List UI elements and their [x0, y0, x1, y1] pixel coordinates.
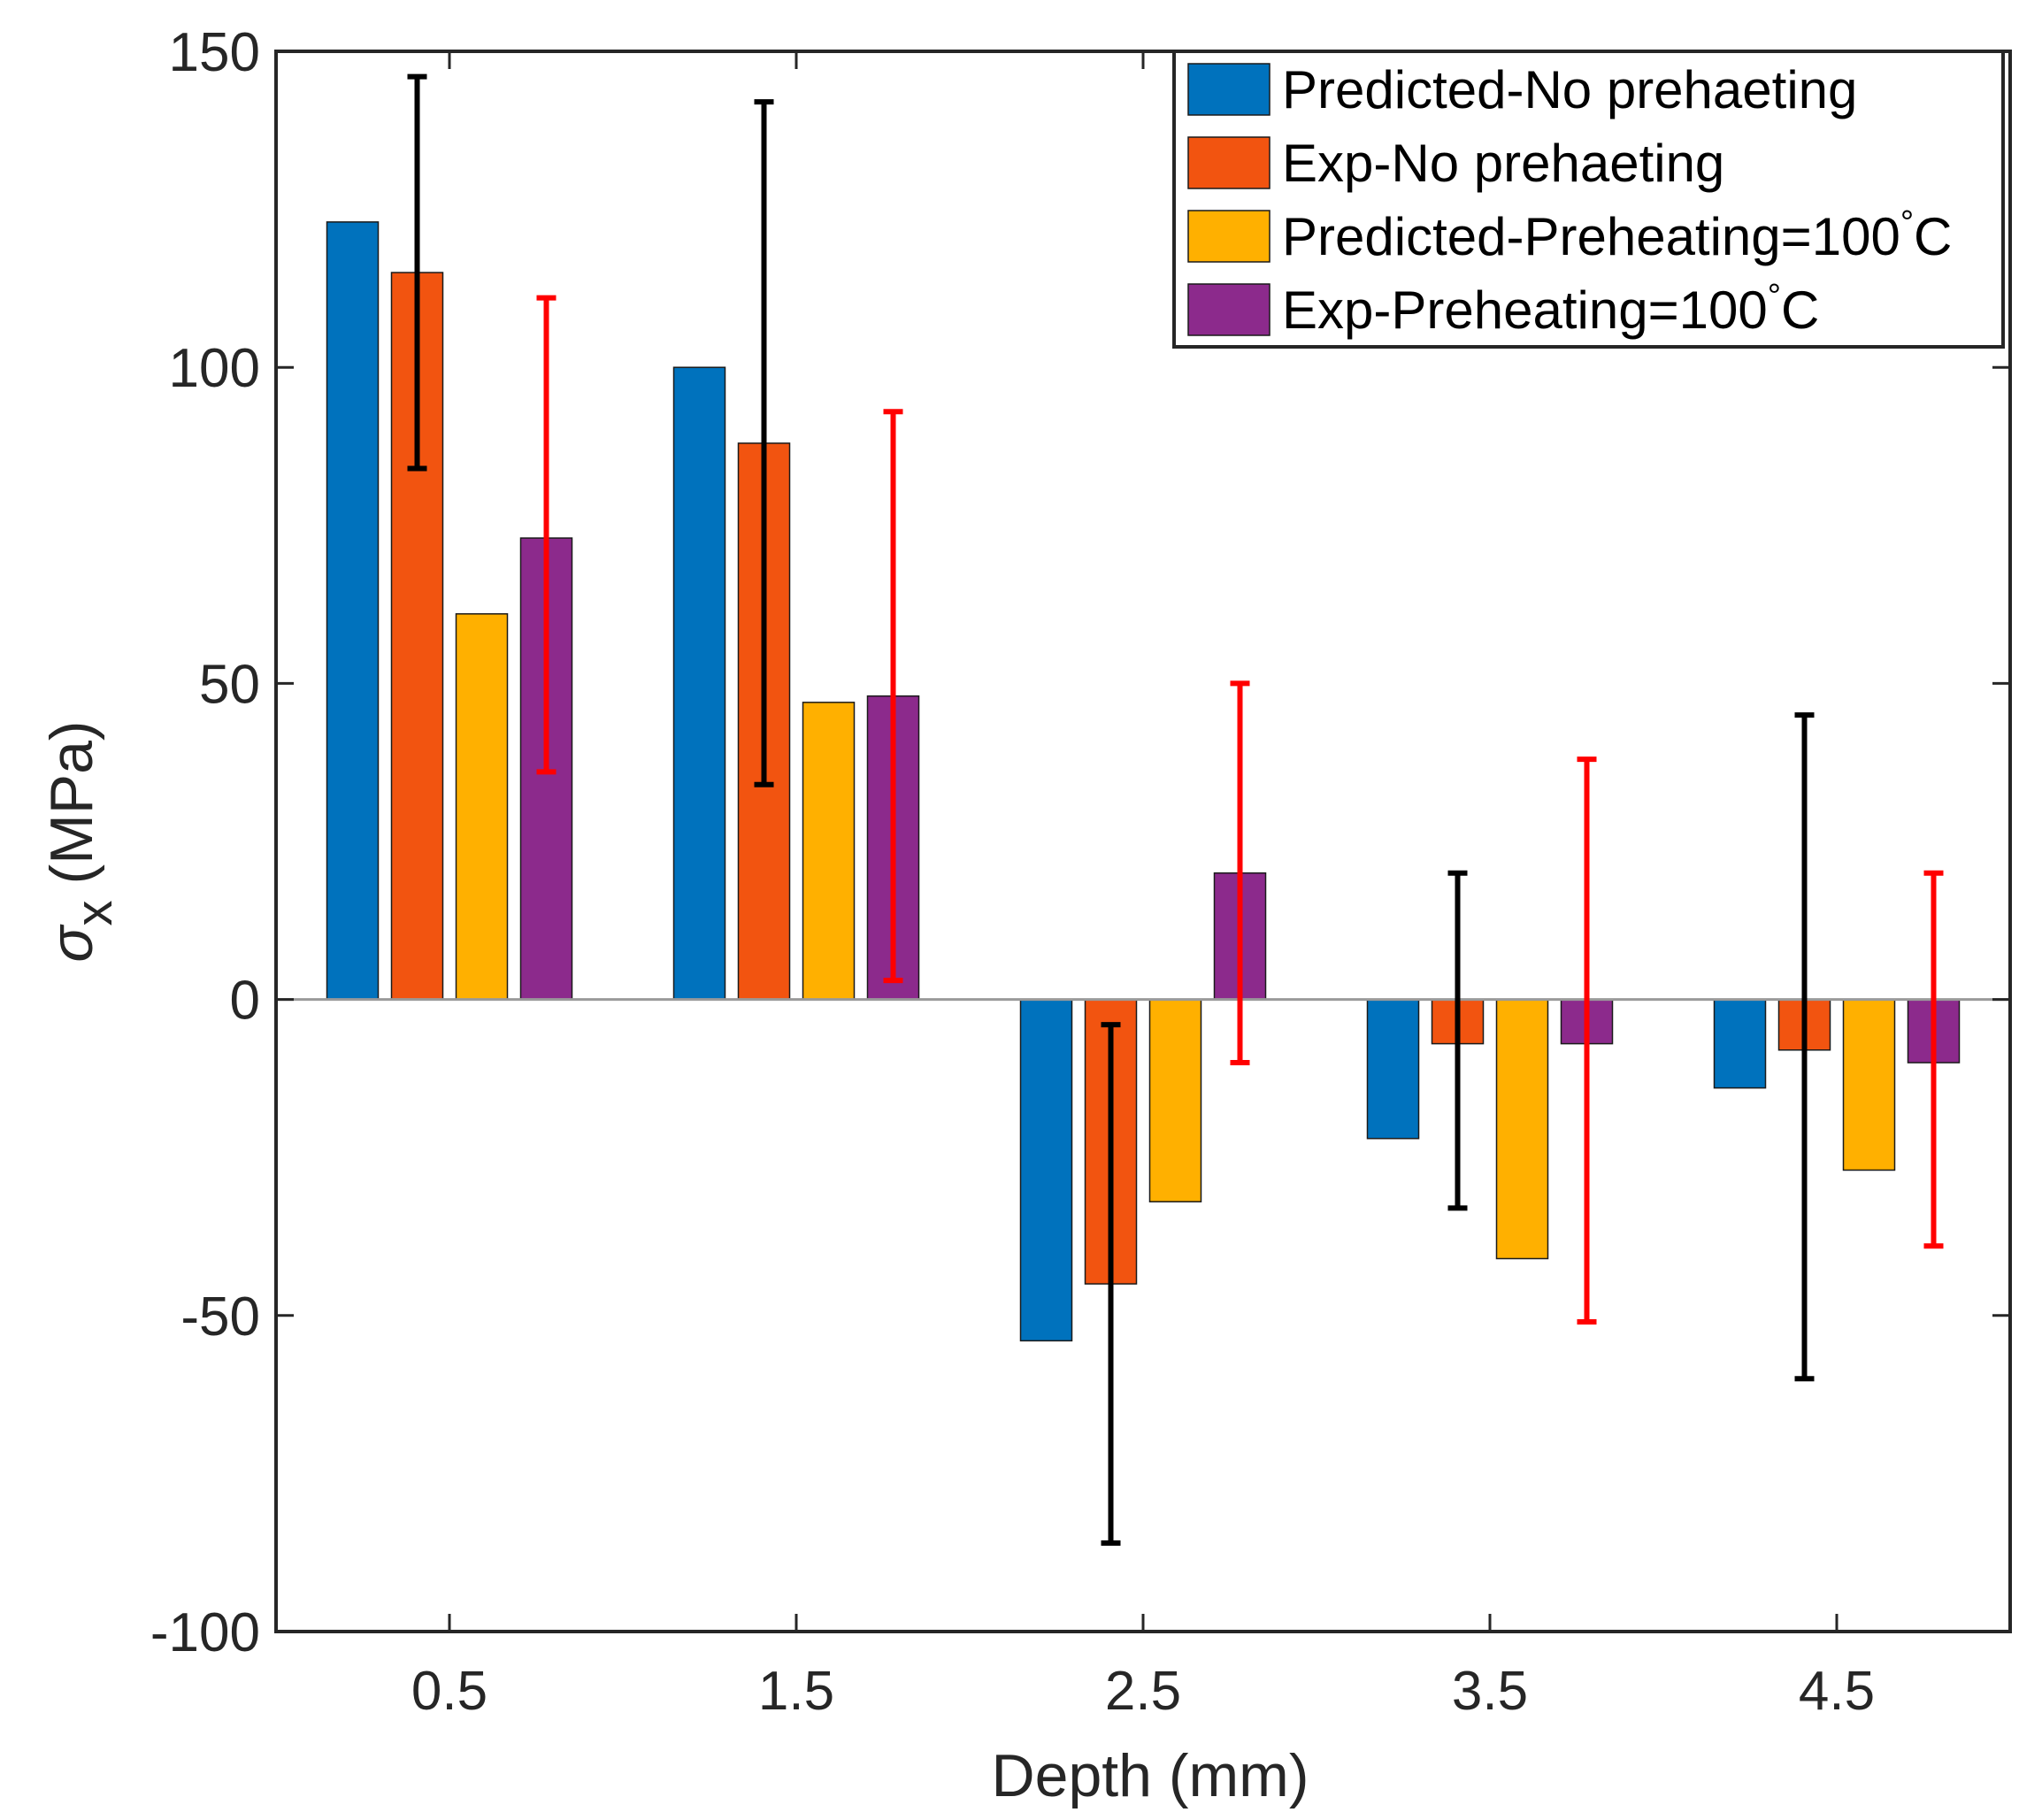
y-tick-label: -100: [150, 1602, 260, 1663]
y-tick-label: 150: [169, 22, 260, 83]
x-tick-label: 4.5: [1799, 1661, 1875, 1722]
legend-swatch-0: [1187, 63, 1270, 116]
legend-swatch-3: [1187, 283, 1270, 336]
errorbars-layer: [407, 73, 1944, 1546]
legend-label-3: Exp-Preheating=100°C: [1282, 278, 1819, 340]
bar-s0-c3: [1366, 998, 1420, 1140]
svg-text:σx(MPa): σx (MPa): [38, 720, 123, 962]
y-axis-title-symbol: σ: [38, 924, 105, 963]
legend-degree-3: °: [1768, 278, 1781, 315]
legend-label-0: Predicted-No prehaeting: [1282, 60, 1857, 119]
y-tick-label: 0: [230, 971, 260, 1032]
x-tick-label: 3.5: [1452, 1661, 1528, 1722]
bar-s0-c1: [672, 366, 726, 1001]
legend-swatch-1: [1187, 136, 1270, 189]
bar-s2-c3: [1495, 998, 1549, 1260]
x-tick-label: 1.5: [758, 1661, 834, 1722]
bar-s0-c2: [1019, 998, 1073, 1342]
bar-s2-c4: [1842, 998, 1896, 1171]
y-tick-label: 100: [169, 338, 260, 399]
x-tick-label: 2.5: [1105, 1661, 1181, 1722]
y-axis-title-unit: (MPa): [38, 720, 105, 884]
legend-suffix-3: C: [1781, 280, 1819, 340]
y-tick-label: 50: [199, 654, 260, 715]
x-axis-title: Depth (mm): [992, 1742, 1309, 1809]
ticks-layer: 150 100 50 0 -50 -100 0.5 1.5 2.5 3.5 4.5: [150, 22, 2010, 1722]
y-axis-title-subscript: x: [65, 901, 123, 926]
legend-suffix-2: C: [1914, 207, 1952, 266]
y-axis-title: σx (MPa): [38, 720, 123, 962]
legend: Predicted-No prehaeting Exp-No prehaeting…: [1172, 50, 2005, 349]
legend-label-1: Exp-No prehaeting: [1282, 134, 1724, 193]
bar-s0-c4: [1713, 998, 1767, 1089]
legend-label-2: Predicted-Preheating=100°C: [1282, 204, 1952, 266]
legend-box: [1172, 50, 2005, 349]
x-tick-label: 0.5: [411, 1661, 487, 1722]
bar-s0-c0: [326, 221, 380, 1001]
bar-s2-c0: [455, 613, 509, 1001]
legend-swatch-2: [1187, 210, 1270, 263]
y-tick-label: -50: [180, 1286, 260, 1348]
legend-degree-2: °: [1900, 204, 1914, 242]
bar-s2-c2: [1148, 998, 1202, 1202]
bar-s2-c1: [802, 702, 856, 1001]
